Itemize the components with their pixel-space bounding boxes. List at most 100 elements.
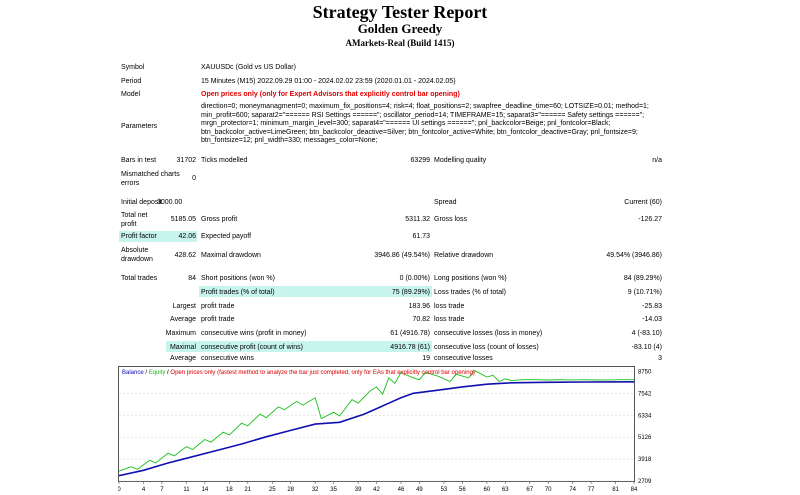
maximum-label: Maximum [165,330,196,337]
maximal-consecutive-profit-label: consecutive profit (count of wins) [201,344,303,351]
maximal-consecutive-profit-value: 4916.78 (61) [390,344,430,351]
expected-payoff-label: Expected payoff [201,233,252,240]
profit-trades-value: 75 (89.29%) [391,289,430,296]
y-tick-label: 6334 [638,413,652,419]
x-tick-label: 39 [355,487,362,493]
profit-trades-label: Profit trades (% of total) [201,289,275,296]
max-consecutive-losses-label: consecutive losses (loss in money) [434,330,543,337]
spread-value: Current (60) [624,199,662,206]
long-positions-label: Long positions (won %) [434,275,507,282]
report-title: Strategy Tester Report [312,2,488,22]
absolute-drawdown-label: Absolute drawdown [121,247,153,263]
x-tick-label: 84 [631,487,638,493]
ticks-value: 63299 [410,157,430,164]
gross-profit-value: 5311.32 [405,216,430,223]
maximal-drawdown-value: 3946.86 (49.54%) [374,252,430,259]
short-positions-value: 0 (0.00%) [399,275,430,282]
x-tick-label: 56 [459,487,466,493]
expected-payoff-value: 61.73 [412,233,430,240]
average-label: Average [170,316,196,323]
net-profit-value: 5185.05 [170,216,196,223]
max-consecutive-losses-value: 4 (-83.10) [631,330,662,337]
average-consecutive-wins-value: 19 [422,355,430,362]
x-tick-label: 35 [330,487,337,493]
bars-label: Bars in test [121,157,157,164]
legend-sep-2: / [165,370,170,376]
x-tick-label: 42 [373,487,380,493]
symbol-label: Symbol [121,64,145,71]
profit-factor-highlight [119,231,197,242]
mismatch-value: 0 [192,175,196,182]
average-loss-label: loss trade [434,316,465,323]
y-tick-label: 8750 [638,370,652,376]
gross-loss-value: -126.27 [638,216,662,223]
profit-factor-label: Profit factor [121,233,157,240]
ticks-label: Ticks modelled [201,157,248,164]
average-consecutive-losses-label: consecutive losses [434,355,493,362]
x-tick-label: 25 [269,487,276,493]
gross-loss-label: Gross loss [434,216,468,223]
model-label: Model [121,91,141,98]
x-tick-label: 63 [502,487,509,493]
x-tick-label: 18 [226,487,233,493]
maximal-drawdown-label: Maximal drawdown [201,252,261,259]
quality-label: Modelling quality [434,157,487,164]
x-tick-label: 7 [160,487,164,493]
maximal-consecutive-loss-value: -83.10 (4) [631,344,662,351]
balance-equity-chart: 2709 3918 5126 6334 7542 8750 0 4 7 11 14 18 21 25 28… [117,366,658,495]
x-tick-label: 14 [201,487,208,493]
largest-loss-value: -25.83 [642,303,662,310]
y-tick-label: 7542 [638,391,652,397]
average-profit-label: profit trade [201,316,235,323]
y-tick-label: 3918 [638,457,652,463]
x-tick-label: 74 [569,487,576,493]
max-consecutive-wins-value: 61 (4916.78) [390,330,430,337]
x-tick-label: 32 [312,487,319,493]
largest-profit-value: 183.96 [408,303,430,310]
net-profit-label: Total net profit [121,212,148,228]
deposit-value: 3000.00 [157,199,183,206]
gross-profit-label: Gross profit [201,216,238,223]
max-consecutive-wins-label: consecutive wins (profit in money) [201,330,307,337]
x-tick-label: 46 [398,487,405,493]
spread-label: Spread [434,199,457,206]
loss-trades-label: Loss trades (% of total) [434,289,506,296]
x-tick-label: 11 [183,487,190,493]
average-loss-value: -14.03 [642,316,662,323]
profit-trades-highlight [199,286,432,297]
broker-build: AMarkets-Real (Build 1415) [345,38,455,48]
total-trades-label: Total trades [121,275,158,282]
symbol-value: XAUUSDc (Gold vs US Dollar) [201,64,296,71]
maximal-label: Maximal [169,344,196,351]
largest-profit-label: profit trade [201,303,235,310]
x-tick-label: 60 [484,487,491,493]
parameters-label: Parameters [121,123,158,130]
legend-sep-1: / [144,370,149,376]
maximal-consecutive-loss-label: consecutive loss (count of losses) [434,344,539,351]
mismatch-label: Mismatched charts errors [121,171,180,187]
x-tick-label: 21 [244,487,251,493]
relative-drawdown-label: Relative drawdown [434,252,494,259]
legend-note: Open prices only (fastest method to anal… [170,370,475,376]
absolute-drawdown-value: 428.62 [174,252,196,259]
equity-series-line [118,370,634,472]
balance-series-line [118,381,635,477]
average-consecutive-wins-label: consecutive wins [201,355,254,362]
x-tick-label: 77 [588,487,595,493]
average-consecutive-label: Average [170,355,196,362]
chart-frame [118,366,635,482]
x-tick-label: 49 [416,487,423,493]
largest-label: Largest [172,303,196,310]
average-profit-value: 70.82 [412,316,430,323]
profit-factor-value: 42.06 [178,233,196,240]
x-tick-label: 0 [118,487,121,493]
deposit-label: Initial deposit [121,199,162,206]
svg-text:Balance / Equity / Open prices: Balance / Equity / Open prices only (fas… [122,370,475,376]
quality-value: n/a [652,157,662,164]
x-tick-label: 28 [287,487,294,493]
short-positions-label: Short positions (won %) [201,275,275,282]
x-tick-label: 53 [441,487,448,493]
x-tick-label: 81 [612,487,619,493]
x-tick-label: 70 [545,487,552,493]
y-tick-label: 2709 [638,479,652,485]
